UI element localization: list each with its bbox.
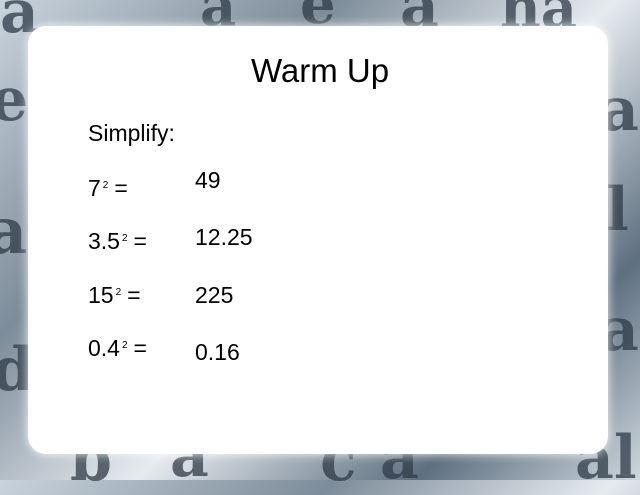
border-letter: a xyxy=(0,194,28,269)
problem-2: 3.5 2 = xyxy=(88,228,147,254)
problem-1: 7 2 = xyxy=(88,175,128,201)
answer-1: 49 xyxy=(195,167,221,193)
slide-content-panel xyxy=(28,26,608,454)
border-letter: l xyxy=(606,175,629,245)
answer-4: 0.16 xyxy=(195,339,240,365)
problem-3: 15 2 = xyxy=(88,282,141,308)
slide-title: Warm Up xyxy=(250,52,390,89)
border-letter: e xyxy=(0,65,29,135)
problem-4: 0.4 2 = xyxy=(88,335,147,361)
prompt-text: Simplify: xyxy=(88,120,175,146)
answer-3: 225 xyxy=(195,282,234,308)
answer-2: 12.25 xyxy=(195,224,253,250)
